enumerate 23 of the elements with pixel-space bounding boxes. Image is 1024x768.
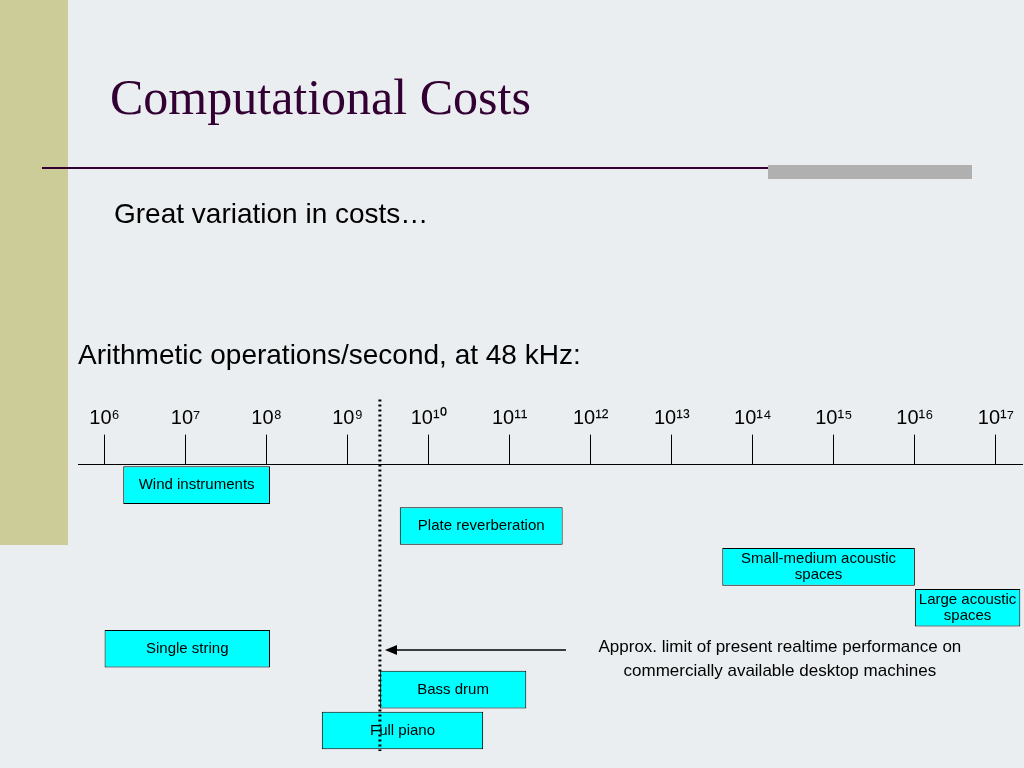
y-tick-label: Bass drum bbox=[417, 679, 489, 697]
ref-line-label: Approx. limit of present realtime performance on commercially available desktop machines bbox=[598, 637, 962, 681]
x-tick-label: 10¹⁵ bbox=[815, 406, 853, 429]
x-tick-label: 10¹² bbox=[572, 406, 609, 429]
y-tick-label: Wind instruments bbox=[138, 475, 255, 493]
x-tick-label: 10⁹ bbox=[332, 406, 364, 429]
x-tick-label: 10¹³ bbox=[653, 406, 690, 429]
y-tick-label: Single string bbox=[146, 638, 229, 656]
x-tick-label: 10¹⁰ bbox=[410, 406, 447, 429]
x-tick-label: 10⁶ bbox=[89, 406, 120, 429]
x-tick-label: 10¹⁷ bbox=[977, 406, 1014, 429]
x-tick-label: 10⁸ bbox=[251, 406, 282, 429]
x-tick-label: 10⁷ bbox=[170, 406, 201, 429]
chart-subtitle: Great variation in costs… bbox=[114, 198, 429, 230]
x-tick-label: 10¹¹ bbox=[491, 406, 528, 429]
x-axis-title: Arithmetic operations/second, at 48 kHz: bbox=[78, 338, 581, 370]
y-tick-label: Plate reverberation bbox=[417, 516, 545, 534]
y-tick-label: Large acoustic spaces bbox=[918, 589, 1017, 623]
y-tick-label: Full piano bbox=[369, 720, 436, 738]
x-tick-label: 10¹⁶ bbox=[896, 406, 934, 429]
y-tick-label: Small-medium acoustic spaces bbox=[741, 549, 897, 583]
x-tick-label: 10¹⁴ bbox=[734, 406, 772, 429]
chart-title: Computational Costs bbox=[110, 68, 531, 126]
